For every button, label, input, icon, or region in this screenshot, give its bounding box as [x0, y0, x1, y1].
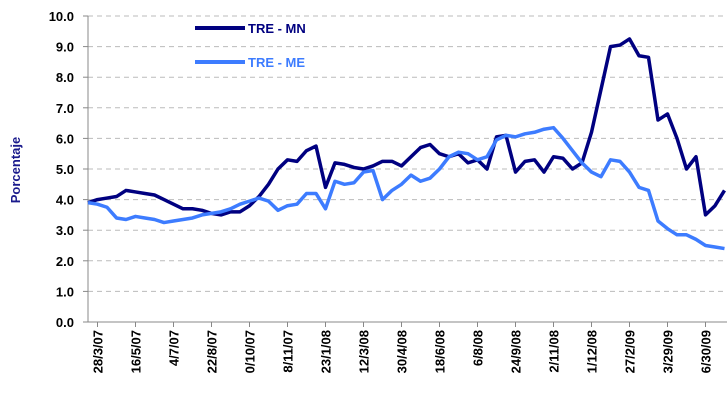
x-tick-label: 18/6/08 — [433, 330, 448, 373]
x-tick-label: 16/5/07 — [129, 330, 144, 373]
series-line — [87, 37, 726, 217]
y-axis-label: Porcentaje — [8, 137, 23, 203]
x-tick-label: 6/30/09 — [699, 330, 714, 373]
x-tick-label: 28/3/07 — [91, 330, 106, 373]
y-tick-label: 5.0 — [56, 162, 74, 177]
legend-label: TRE - ME — [248, 55, 305, 70]
x-tick-label: 27/2/09 — [623, 330, 638, 373]
y-tick-label: 10.0 — [49, 9, 74, 24]
x-tick-label: 22/8/07 — [205, 330, 220, 373]
x-tick-label: 0/10/07 — [243, 330, 258, 373]
legend-label: TRE - MN — [248, 21, 306, 36]
y-tick-label: 6.0 — [56, 131, 74, 146]
y-tick-label: 0.0 — [56, 315, 74, 330]
x-tick-label: 8/11/07 — [281, 330, 296, 373]
x-tick-label: 23/1/08 — [319, 330, 334, 373]
y-tick-label: 7.0 — [56, 101, 74, 116]
y-tick-label: 3.0 — [56, 223, 74, 238]
series-line — [87, 125, 725, 251]
x-tick-label: 6/8/08 — [471, 330, 486, 366]
x-tick-label: 12/3/08 — [357, 330, 372, 373]
y-tick-label: 9.0 — [56, 40, 74, 55]
x-tick-label: 2/11/08 — [547, 330, 562, 373]
y-tick-label: 8.0 — [56, 70, 74, 85]
x-tick-label: 3/29/09 — [661, 330, 676, 373]
x-tick-label: 24/9/08 — [509, 330, 524, 373]
y-tick-label: 1.0 — [56, 284, 74, 299]
x-tick-label: 4/7/07 — [167, 330, 182, 366]
y-tick-label: 2.0 — [56, 254, 74, 269]
x-tick-label: 1/12/08 — [585, 330, 600, 373]
y-tick-label: 4.0 — [56, 193, 74, 208]
x-tick-label: 30/4/08 — [395, 330, 410, 373]
